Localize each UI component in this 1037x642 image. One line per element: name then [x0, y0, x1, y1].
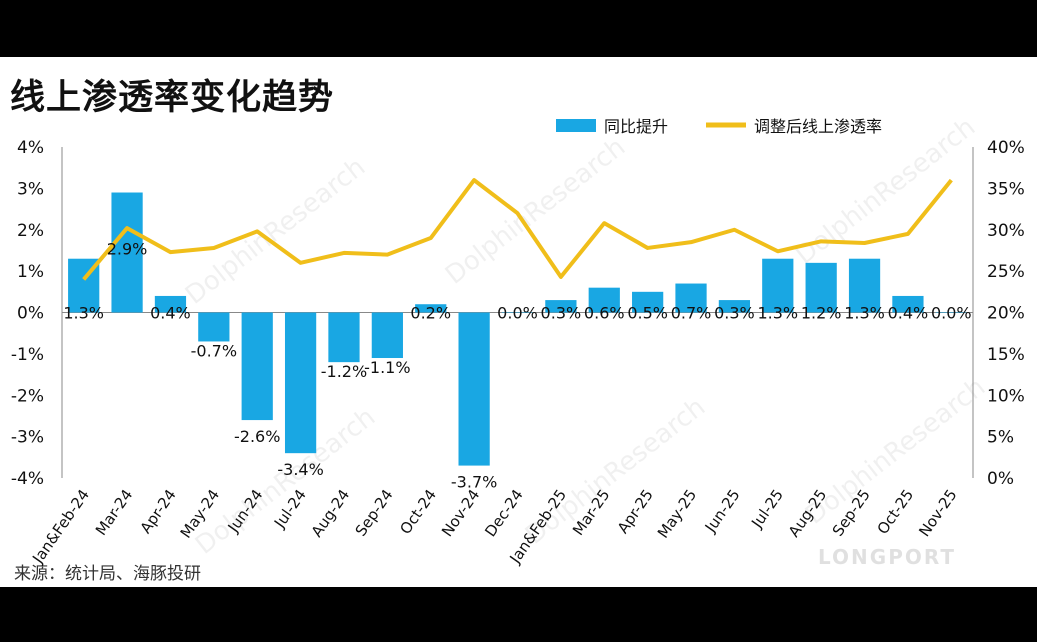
bar [154, 295, 187, 313]
right-axis-tick: 30% [987, 221, 1025, 241]
right-axis-tick: 35% [987, 179, 1025, 199]
x-axis-tick: Jan&Feb-24 [28, 486, 93, 568]
x-axis-tick: Sep-24 [352, 486, 397, 540]
bar [632, 291, 664, 313]
bar-data-label: 0.6% [584, 304, 625, 323]
x-axis-tick: Mar-25 [569, 486, 613, 539]
bar-data-label: 0.3% [541, 304, 582, 323]
right-axis-tick: 25% [987, 262, 1025, 282]
legend-line-label: 调整后线上渗透率 [754, 117, 882, 136]
x-axis-tick: Nov-24 [438, 486, 483, 540]
bar-data-label: 0.0% [931, 304, 972, 323]
bar-data-label: 1.3% [844, 304, 885, 323]
bar [415, 304, 447, 313]
left-axis-tick: -1% [11, 345, 44, 365]
bar-data-label: 0.4% [888, 304, 929, 323]
chart-frame: 线上渗透率变化趋势 DolphinResearch DolphinResearc… [0, 57, 1037, 587]
bar-data-label: 2.9% [107, 240, 148, 259]
bar [848, 258, 881, 313]
right-axis-tick: 0% [987, 469, 1014, 489]
bar-data-label: 1.3% [757, 304, 798, 323]
right-axis-tick: 20% [987, 304, 1025, 324]
bar [892, 295, 924, 313]
legend: 同比提升 调整后线上渗透率 [556, 117, 882, 136]
bar-data-label: 0.2% [410, 304, 451, 323]
x-axis-tick: Jun-24 [224, 486, 267, 536]
right-axis-tick: 10% [987, 386, 1025, 406]
chart-title: 线上渗透率变化趋势 [10, 78, 335, 118]
tick-labels: 4% 3% 2% 1% 0% -1% -2% -3% -4% 40% 35% 30% 25% 20% 15%… [11, 138, 1025, 567]
bar [284, 312, 317, 454]
x-axis-tick: Dec-24 [481, 486, 526, 540]
line-series [82, 178, 953, 281]
left-axis-tick: 0% [17, 304, 44, 324]
x-axis-tick: Aug-24 [308, 486, 354, 540]
bar [545, 300, 577, 313]
x-axis-tick: Nov-25 [915, 486, 960, 540]
left-axis-tick: 3% [17, 179, 44, 199]
bar-data-label: 0.4% [150, 304, 191, 323]
bar [718, 300, 751, 313]
left-axis-tick: -2% [11, 386, 44, 406]
bar [935, 312, 967, 313]
bar-data-label: 0.5% [627, 304, 668, 323]
right-axis-tick: 40% [987, 138, 1025, 158]
bar [241, 312, 273, 421]
x-axis-tick: Oct-25 [874, 486, 918, 538]
bar [501, 312, 534, 313]
x-axis-tick: Apr-24 [137, 486, 180, 537]
x-axis-tick: Jul-25 [747, 486, 787, 532]
bar-data-label: 0.7% [671, 304, 712, 323]
bar [198, 312, 230, 342]
bar [675, 283, 707, 313]
bar [328, 312, 360, 363]
bar-data-label: -3.4% [277, 460, 323, 479]
bar [371, 312, 403, 359]
data-labels: 1.3%2.9%0.4%-0.7%-2.6%-3.4%-1.2%-1.1%0.2… [63, 240, 971, 492]
bar-data-label: 1.3% [63, 304, 104, 323]
bar [805, 262, 837, 313]
left-axis-tick: 1% [17, 262, 44, 282]
x-axis-tick: May-24 [177, 486, 223, 542]
bar-data-label: -2.6% [234, 427, 280, 446]
bar [762, 258, 794, 313]
legend-bar-swatch [556, 119, 596, 132]
x-axis-tick: Apr-25 [614, 486, 657, 537]
bar-data-label: -1.1% [364, 358, 410, 377]
source-note: 来源：统计局、海豚投研 [14, 564, 201, 584]
legend-bar-label: 同比提升 [604, 117, 668, 136]
x-axis-tick: Jul-24 [270, 486, 310, 532]
left-axis-tick: -4% [11, 469, 44, 489]
longport-logo: LONGPORT [818, 545, 956, 569]
bar-data-label: -0.7% [191, 341, 237, 360]
bar [111, 192, 143, 313]
left-axis-tick: -3% [11, 428, 44, 448]
right-axis-tick: 15% [987, 345, 1025, 365]
bar [588, 287, 620, 313]
bar-data-label: 0.3% [714, 304, 755, 323]
left-axis-tick: 2% [17, 221, 44, 241]
x-axis-tick: Oct-24 [396, 486, 440, 538]
bar-series [68, 192, 967, 466]
x-axis-tick: Aug-25 [785, 486, 831, 540]
bar [458, 312, 490, 466]
left-axis-tick: 4% [17, 138, 44, 158]
bar-data-label: -1.2% [321, 362, 367, 381]
bar-data-label: -3.7% [451, 473, 497, 492]
x-axis-tick: Mar-24 [92, 486, 136, 539]
x-axis-tick: May-25 [654, 486, 700, 542]
bar-data-label: 0.0% [497, 304, 538, 323]
x-axis-tick: Jun-25 [701, 486, 744, 536]
bar-data-label: 1.2% [801, 304, 842, 323]
right-axis-tick: 5% [987, 428, 1014, 448]
x-axis-tick: Sep-25 [829, 486, 874, 540]
